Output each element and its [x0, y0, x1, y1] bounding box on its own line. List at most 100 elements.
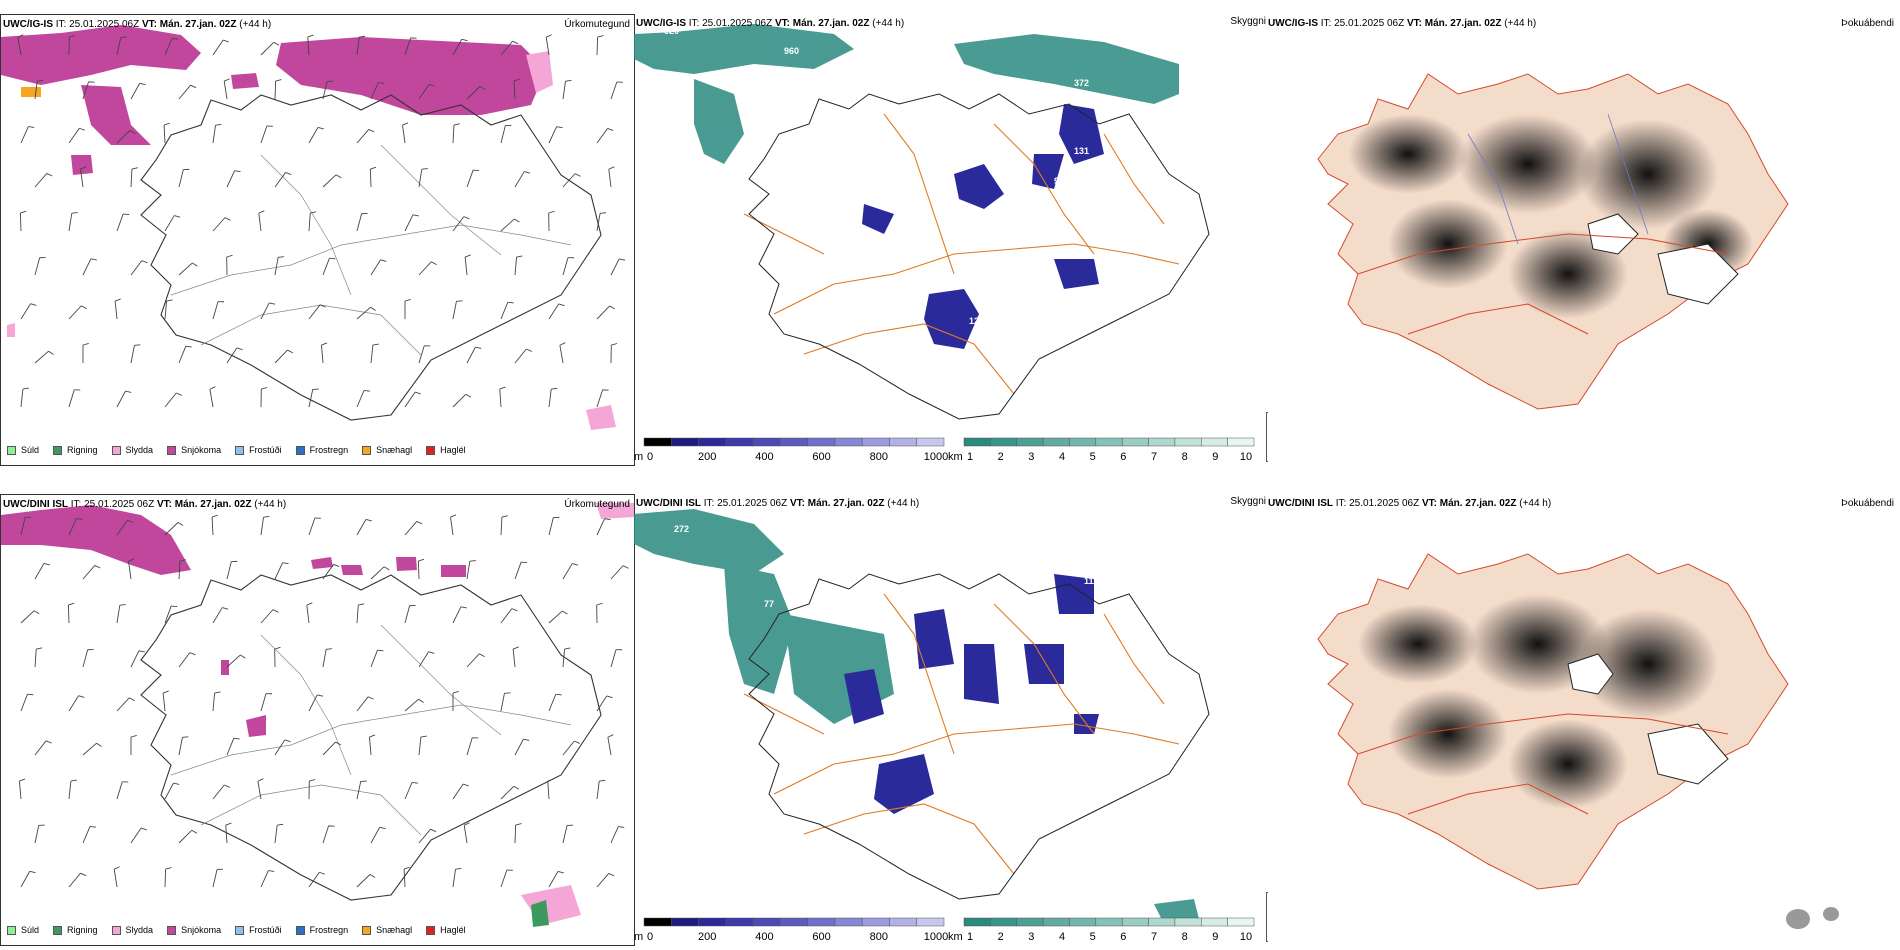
scale-swatch	[990, 437, 1017, 447]
wind-barb-flag	[461, 38, 468, 42]
scale-swatch	[1174, 437, 1202, 447]
legend-item: Rigning	[53, 925, 98, 935]
wind-barb	[306, 605, 310, 624]
wind-barb	[80, 169, 84, 188]
legend-label: Frostregn	[309, 445, 349, 455]
wind-barb	[356, 213, 363, 232]
wind-barb-flag	[263, 515, 270, 518]
precip-type-panel-top: UWC/IG-IS IT: 25.01.2025 06Z VT: Mán. 27…	[0, 14, 635, 466]
wind-barb	[322, 258, 330, 276]
wind-barb	[34, 740, 47, 756]
wind-barb-flag	[600, 212, 607, 214]
wind-barb	[212, 784, 225, 800]
legend-label: Slydda	[125, 445, 154, 455]
value-label: 185	[1084, 644, 1099, 654]
wind-barb-flag	[562, 610, 568, 615]
wind-barb	[34, 825, 40, 844]
wind-barb	[452, 393, 467, 408]
wind-barb	[370, 345, 374, 364]
valid-time: Mán. 27.jan. 02Z	[1424, 18, 1502, 29]
value-label: 173	[1019, 819, 1034, 829]
wind-barb	[116, 390, 126, 408]
wind-barb-flag	[558, 303, 565, 307]
scale-swatch	[963, 917, 991, 927]
wind-barb	[500, 218, 515, 232]
wind-barb-flag	[574, 740, 581, 744]
wind-barb	[463, 825, 468, 844]
scale-unit: m	[634, 451, 643, 463]
wind-barb-flag	[622, 565, 629, 569]
wind-barb	[20, 303, 31, 320]
wind-barb	[596, 36, 599, 56]
wind-barb-flag	[367, 696, 374, 700]
wind-barb	[178, 346, 187, 364]
scale-swatch	[752, 917, 781, 927]
value-label: 272	[674, 524, 689, 534]
wind-barb	[68, 781, 72, 800]
wind-barb	[452, 301, 457, 320]
wind-barb-flag	[465, 393, 472, 398]
wind-barb-flag	[162, 690, 169, 694]
wind-barb-flag	[372, 343, 379, 346]
wind-barb-flag	[215, 123, 222, 126]
wind-barb-flag	[526, 348, 533, 352]
legend-label: Rigning	[67, 445, 98, 455]
wind-barb-flag	[564, 647, 571, 650]
wind-barb	[34, 173, 48, 188]
wind-barb	[500, 517, 503, 536]
wind-barb-flag	[192, 262, 198, 267]
wind-barb-flag	[189, 652, 196, 656]
wind-barb	[356, 519, 367, 536]
scale-swatch	[1042, 437, 1070, 447]
wind-barb	[274, 172, 286, 188]
legend-item: Slydda	[111, 925, 153, 935]
wind-barb-flag	[479, 86, 486, 90]
wind-barb	[130, 169, 133, 188]
value-label: 158	[1099, 659, 1114, 669]
wind-barb	[514, 824, 517, 844]
value-label: 896	[664, 71, 679, 81]
wind-barb-flag	[421, 168, 428, 170]
wind-barb	[223, 81, 228, 100]
wind-barb	[466, 653, 480, 668]
legend-item: Frostúði	[235, 925, 282, 935]
wind-barb-flag	[119, 604, 126, 606]
fog-legend-top: 060	[1266, 412, 1268, 462]
wind-barb	[562, 825, 568, 844]
wind-barb-flag	[222, 607, 229, 610]
scale-tick: 0	[647, 451, 653, 463]
wind-barb	[274, 349, 288, 364]
wind-barb	[68, 213, 73, 232]
wind-barb	[164, 868, 167, 888]
wind-barb-flag	[551, 387, 558, 390]
wind-barb-flag	[278, 256, 285, 258]
wind-barb	[450, 517, 454, 536]
wind-barb-flag	[90, 258, 97, 261]
scale-swatch	[889, 437, 917, 447]
wind-barb-flag	[380, 259, 387, 262]
wind-barb-flag	[130, 734, 137, 738]
scale-swatch	[780, 437, 808, 447]
wind-barb-flag	[226, 254, 233, 258]
cloud-visibility-panel-top: 920 960 764 896 372 131 115 97 130 124 122 134 134 U…	[634, 14, 1268, 464]
scale-swatch	[1201, 437, 1228, 447]
scale-tick: 1000	[924, 451, 948, 463]
wind-barb	[322, 174, 337, 188]
wind-barb	[17, 37, 22, 56]
scale-tick: 8	[1182, 931, 1188, 943]
wind-barb	[404, 782, 413, 800]
value-label: 372	[1074, 78, 1089, 88]
wind-barb-flag	[511, 608, 518, 612]
wind-barb	[226, 654, 241, 668]
wind-barb-flag	[557, 870, 564, 874]
scale-tick: 800	[870, 931, 888, 943]
vt-label: VT:	[1421, 498, 1437, 509]
cloud-visibility-panel-bottom: 272 269 77 117 111 185 158 21 171 173 171 UWC/DINI…	[634, 494, 1268, 944]
value-label: 77	[764, 599, 774, 609]
wind-barb	[610, 649, 617, 668]
wind-barb	[307, 37, 310, 56]
legend-label: Frostúði	[249, 925, 282, 935]
wind-barb-flag	[411, 781, 419, 784]
wind-barb	[178, 169, 184, 188]
wind-barb	[418, 737, 422, 756]
